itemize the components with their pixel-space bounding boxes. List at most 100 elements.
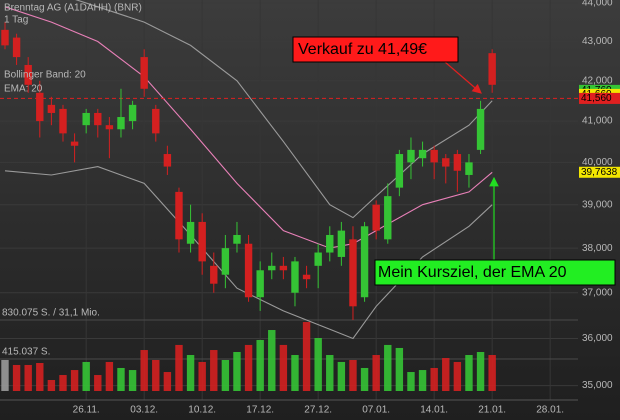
volume-bar xyxy=(12,364,21,391)
volume-bar xyxy=(488,355,496,391)
volume-bar xyxy=(384,344,392,391)
candle-body xyxy=(349,239,357,307)
price-label-box xyxy=(579,166,620,178)
volume-bar xyxy=(82,361,90,391)
x-tick-label: 03.12. xyxy=(130,405,158,416)
subtitle: 1 Tag xyxy=(4,15,28,26)
candle-body xyxy=(407,149,415,163)
candle-body xyxy=(384,196,392,240)
volume-bar xyxy=(430,367,438,391)
price-label: 39,7638 xyxy=(581,167,618,178)
candle-body xyxy=(186,221,195,244)
x-tick-label: 27.12. xyxy=(304,405,332,416)
volume-tick-label: 415.037 S. xyxy=(2,347,50,358)
volume-panel xyxy=(0,319,578,391)
volume-bar xyxy=(186,355,195,391)
candle-body xyxy=(105,125,114,130)
volume-bar xyxy=(94,375,102,391)
annotation-text: Verkauf zu 41,49€ xyxy=(298,41,427,58)
volume-bar xyxy=(268,330,276,391)
candle-body xyxy=(117,117,125,130)
candle-body xyxy=(256,270,264,298)
volume-bar xyxy=(175,344,183,391)
candle-body xyxy=(268,265,276,271)
volume-bar xyxy=(128,370,137,391)
volume-bar xyxy=(244,344,253,391)
price-label-box xyxy=(579,92,620,104)
volume-bar xyxy=(395,347,404,391)
candle-body xyxy=(360,226,369,298)
candles xyxy=(1,22,496,321)
candle-body xyxy=(488,53,496,85)
candle-body xyxy=(430,149,438,163)
bollinger-lower xyxy=(4,166,493,340)
volume-bar xyxy=(372,355,380,391)
candle-body xyxy=(36,92,44,122)
candle-body xyxy=(418,149,427,159)
candle-body xyxy=(152,108,160,134)
volume-bar xyxy=(418,370,427,391)
x-tick-label: 10.12. xyxy=(188,405,216,416)
legend-bollinger: Bollinger Band: 20 xyxy=(4,70,86,81)
volume-bar xyxy=(465,355,473,391)
y-tick-label: 40,000 xyxy=(582,157,613,168)
x-tick-label: 17.12. xyxy=(246,405,274,416)
candle-body xyxy=(244,243,253,298)
volume-bar xyxy=(210,350,218,391)
candle-body xyxy=(140,57,148,89)
candle-body xyxy=(24,64,32,85)
x-tick-label: 21.01. xyxy=(478,405,506,416)
candle-body xyxy=(210,265,218,284)
candle-body xyxy=(59,108,67,134)
annotation-sell: Verkauf zu 41,49€ xyxy=(292,36,482,94)
y-tick-label: 38,000 xyxy=(582,243,613,254)
volume-bar xyxy=(291,355,299,391)
volume-bar xyxy=(1,359,9,391)
y-tick-label: 42,000 xyxy=(582,75,613,86)
y-tick-label: 37,000 xyxy=(582,287,613,298)
annotation-box xyxy=(374,259,616,286)
volume-bar xyxy=(360,367,369,391)
candle-body xyxy=(476,108,485,150)
x-tick-label: 26.11. xyxy=(73,405,100,416)
y-tick-label: 41,000 xyxy=(582,116,613,127)
candle-body xyxy=(94,112,102,126)
volume-bar xyxy=(24,364,32,391)
legend-ema: EMA: 20 xyxy=(4,84,43,95)
candle-body xyxy=(395,154,404,188)
candle-body xyxy=(1,29,9,46)
y-tick-label: 43,000 xyxy=(582,36,613,47)
x-tick-label: 28.01. xyxy=(536,405,564,416)
ema-line xyxy=(4,6,493,249)
candle-body xyxy=(302,274,311,280)
candle-body xyxy=(175,191,183,240)
candle-body xyxy=(279,265,288,271)
volume-bar xyxy=(442,358,450,391)
candle-body xyxy=(442,158,450,167)
volume-bar xyxy=(302,322,311,391)
y-tick-label: 35,000 xyxy=(582,380,613,391)
candle-body xyxy=(163,154,172,167)
annotation-box xyxy=(292,36,459,63)
x-tick-label: 07.01. xyxy=(362,405,390,416)
y-tick-label: 39,000 xyxy=(582,199,613,210)
annotation-text: Mein Kursziel, der EMA 20 xyxy=(378,264,567,281)
volume-bar xyxy=(70,370,79,391)
volume-bar xyxy=(476,352,485,391)
candle-body xyxy=(337,230,346,257)
volume-bar xyxy=(256,339,264,391)
volume-bar xyxy=(105,361,114,391)
x-tick-label: 14.01. xyxy=(420,405,448,416)
volume-bar xyxy=(59,375,67,391)
candle-body xyxy=(221,248,230,275)
candle-body xyxy=(465,162,473,175)
candle-body xyxy=(82,112,90,126)
volume-bar xyxy=(163,372,172,391)
price-label: 41,560 xyxy=(581,93,612,104)
volume-bar xyxy=(279,344,288,391)
candle-body xyxy=(198,221,206,262)
candle-body xyxy=(233,234,241,244)
volume-tick-label: 830.075 S. / 31,1 Mio. xyxy=(2,308,100,319)
volume-bar xyxy=(117,367,125,391)
